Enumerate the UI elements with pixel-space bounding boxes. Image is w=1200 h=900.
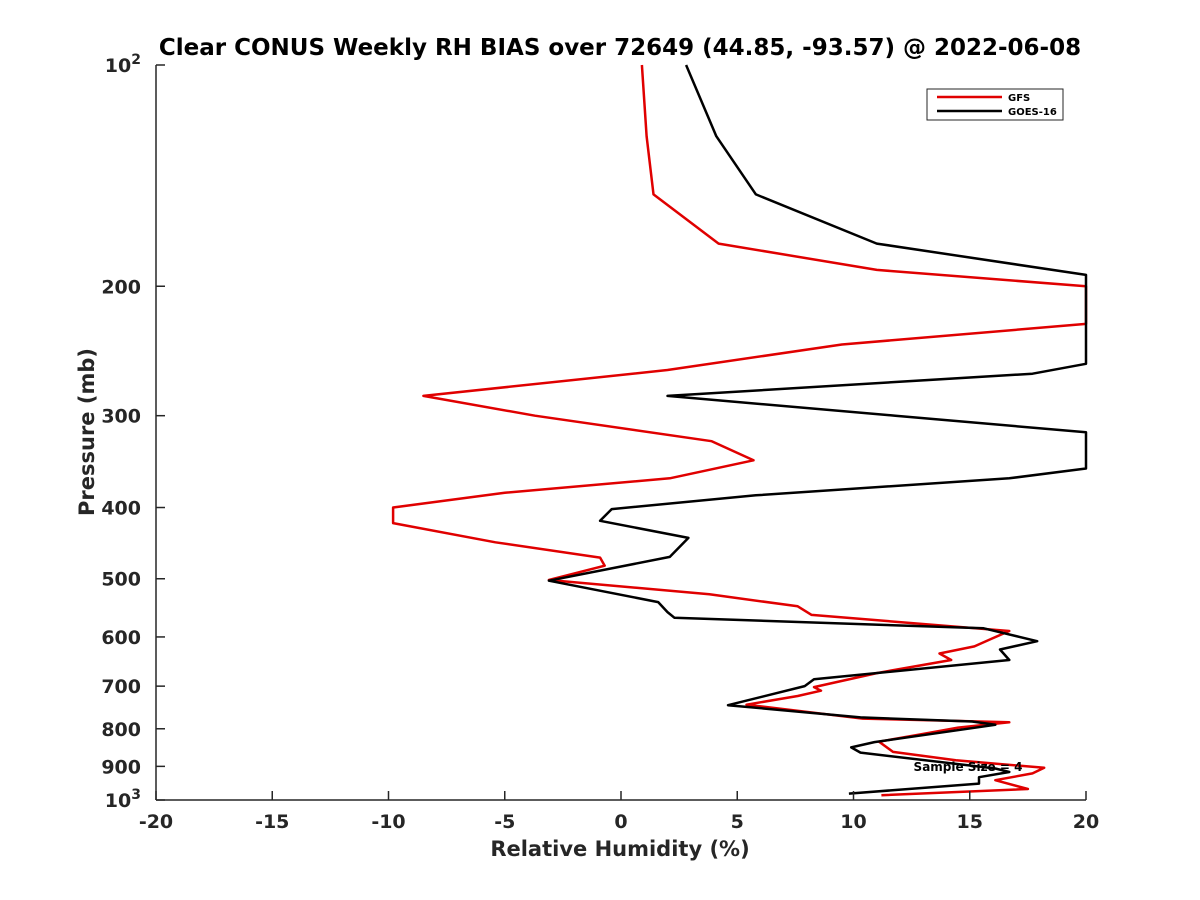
x-tick-label: 5: [731, 811, 744, 833]
y-tick-label: 800: [101, 719, 141, 741]
series-line-gfs: [391, 64, 1088, 797]
y-tick-label: 400: [101, 498, 141, 520]
x-tick-label: 15: [957, 811, 983, 833]
y-tick-label: 900: [101, 756, 141, 778]
y-tick-label: 200: [101, 276, 141, 298]
chart-title: Clear CONUS Weekly RH BIAS over 72649 (4…: [159, 35, 1081, 61]
y-tick-label: 500: [101, 569, 141, 591]
x-tick-label: 10: [840, 811, 866, 833]
legend-label-goes-16: GOES-16: [1008, 107, 1057, 118]
plot-area: [155, 64, 1088, 801]
legend: GFS GOES-16: [926, 88, 1064, 121]
ticks-layer: -20 -15 -10 -5 0 5 10 15 20 102 200 300 400 500 600 700…: [101, 52, 1099, 833]
x-axis-label: Relative Humidity (%): [490, 837, 749, 861]
x-tick-label: -10: [371, 811, 405, 833]
y-axis-label: Pressure (mb): [75, 348, 99, 516]
series-layer: [391, 64, 1088, 797]
sample-size-annotation: Sample Size = 4: [914, 760, 1023, 774]
y-tick-label: 600: [101, 627, 141, 649]
y-tick-label: 700: [101, 676, 141, 698]
legend-label-gfs: GFS: [1008, 93, 1030, 104]
y-tick-label: 102: [105, 52, 141, 77]
x-tick-label: -15: [255, 811, 289, 833]
x-tick-label: 0: [614, 811, 627, 833]
x-tick-label: 20: [1073, 811, 1099, 833]
y-tick-label: 300: [101, 406, 141, 428]
legend-box: [926, 88, 1064, 121]
x-tick-label: -20: [139, 811, 173, 833]
series-line-goes-16: [547, 64, 1088, 795]
y-tick-label: 103: [105, 787, 141, 812]
x-tick-label: -5: [494, 811, 515, 833]
